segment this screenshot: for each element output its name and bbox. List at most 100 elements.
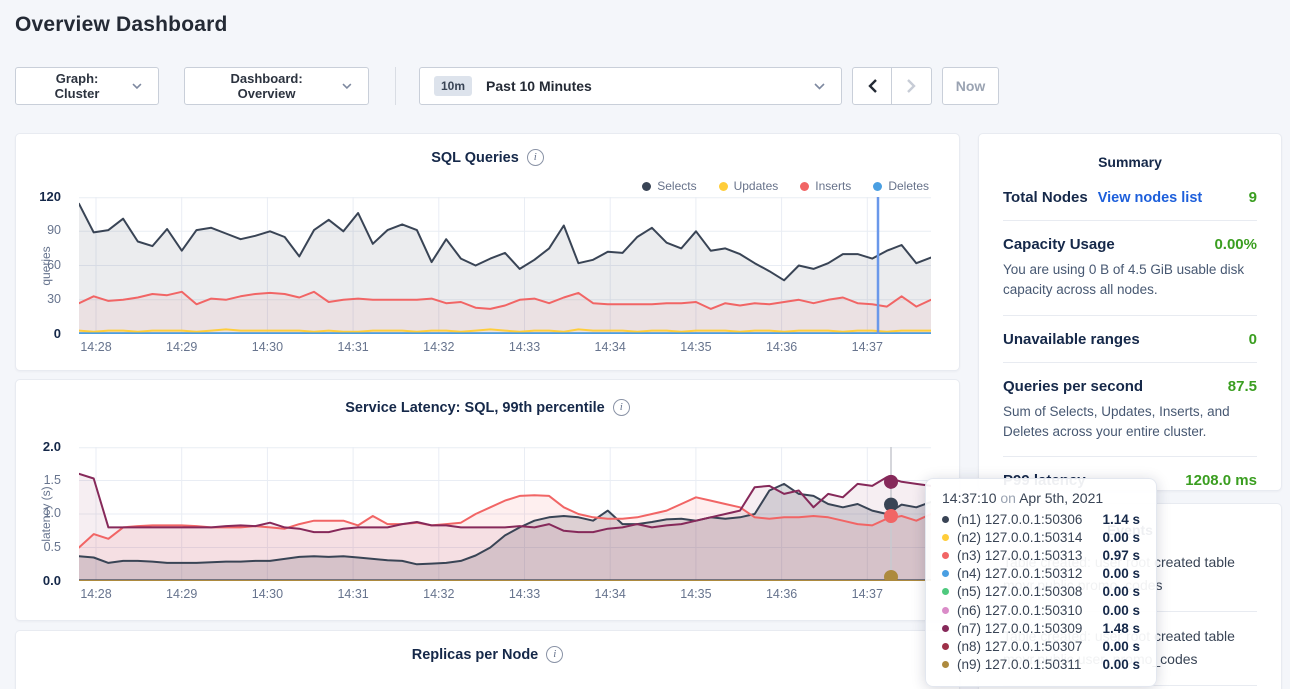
toolbar-divider (395, 67, 396, 105)
info-icon[interactable]: i (526, 149, 544, 166)
time-range-badge: 10m (434, 76, 473, 96)
series-color-dot (942, 624, 949, 632)
series-color-dot (942, 642, 949, 650)
x-tick-label: 14:35 (680, 587, 712, 601)
summary-value: 1208.0 ms (1185, 472, 1257, 489)
dashboard-dropdown-label: Dashboard: Overview (230, 71, 303, 101)
summary-value: 9 (1248, 189, 1257, 206)
legend-color-dot (800, 181, 810, 191)
x-tick-label: 14:28 (80, 587, 112, 601)
chart-title: Replicas per Node (411, 646, 539, 663)
summary-value: 0 (1248, 330, 1257, 348)
legend-label: Inserts (815, 179, 852, 193)
tooltip-node-row: (n9) 127.0.0.1:50311 0.00 s (942, 656, 1140, 674)
tooltip-node-row: (n2) 127.0.0.1:50314 0.00 s (942, 528, 1140, 546)
time-range-picker[interactable]: 10m Past 10 Minutes (419, 67, 842, 105)
time-nav-group (852, 67, 932, 105)
tooltip-node-row: (n6) 127.0.0.1:50310 0.00 s (942, 601, 1140, 619)
legend-item: Inserts (800, 179, 851, 193)
legend-color-dot (873, 181, 883, 191)
time-next-button[interactable] (892, 67, 932, 105)
node-latency-value: 1.48 s (1102, 620, 1140, 636)
x-tick-label: 14:34 (594, 587, 626, 601)
x-tick-label: 14:37 (851, 587, 883, 601)
y-tick-label: 2.0 (42, 439, 61, 454)
summary-row: Queries per second 87.5 Sum of Selects, Up… (1003, 363, 1257, 457)
y-tick-label: 30 (47, 291, 61, 306)
node-address: (n8) 127.0.0.1:50307 (957, 638, 1083, 654)
x-tick-label: 14:33 (508, 340, 541, 354)
now-button[interactable]: Now (942, 67, 999, 105)
legend-color-dot (718, 181, 728, 191)
dashboard-dropdown[interactable]: Dashboard: Overview (184, 67, 369, 105)
node-address: (n7) 127.0.0.1:50309 (957, 620, 1083, 636)
chevron-right-icon (907, 79, 916, 93)
y-tick-label: 120 (39, 189, 61, 204)
y-tick-label: 0 (53, 326, 61, 341)
service-latency-panel: Service Latency: SQL, 99th percentile i … (15, 379, 960, 621)
graph-dropdown-label: Graph: Cluster (54, 71, 100, 101)
chevron-down-icon (132, 83, 142, 89)
tooltip-node-row: (n3) 127.0.0.1:50313 0.97 s (942, 546, 1140, 564)
tooltip-node-row: (n5) 127.0.0.1:50308 0.00 s (942, 583, 1140, 601)
y-axis-ticks: 0 30 60 90 120 (16, 189, 71, 341)
time-prev-button[interactable] (852, 67, 892, 105)
chart-tooltip: 14:37:10 on Apr 5th, 2021 (n1) 127.0.0.1… (925, 478, 1157, 687)
info-icon[interactable]: i (546, 646, 564, 663)
summary-description: You are using 0 B of 4.5 GiB usable disk… (1003, 262, 1245, 298)
node-latency-value: 1.14 s (1102, 511, 1140, 527)
chart-plot-area[interactable] (78, 447, 932, 584)
tooltip-node-row: (n1) 127.0.0.1:50306 1.14 s (942, 510, 1140, 528)
node-latency-value: 0.00 s (1102, 638, 1140, 654)
summary-description: Sum of Selects, Updates, Inserts, and De… (1003, 403, 1230, 439)
x-tick-label: 14:36 (765, 587, 798, 601)
x-tick-label: 14:34 (594, 340, 626, 354)
x-tick-label: 14:29 (166, 587, 198, 601)
node-latency-value: 0.00 s (1102, 529, 1140, 545)
summary-row: Capacity Usage 0.00% You are using 0 B of … (1003, 221, 1257, 316)
view-nodes-list-link[interactable]: View nodes list (1097, 190, 1203, 206)
summary-row: Unavailable ranges 0 (1003, 316, 1257, 363)
chart-plot-area[interactable] (78, 197, 932, 335)
node-address: (n3) 127.0.0.1:50313 (957, 547, 1083, 563)
node-address: (n1) 127.0.0.1:50306 (957, 511, 1083, 527)
legend-item: Selects (642, 179, 697, 193)
series-color-dot (942, 551, 949, 559)
series-color-dot (942, 515, 949, 523)
series-color-dot (942, 533, 949, 541)
tooltip-node-row: (n7) 127.0.0.1:50309 1.48 s (942, 619, 1140, 637)
y-tick-label: 1.0 (43, 506, 61, 520)
summary-row: Total Nodes View nodes list 9 (1003, 174, 1257, 221)
chart-title: Service Latency: SQL, 99th percentile (345, 399, 605, 416)
tooltip-timestamp: 14:37:10 on Apr 5th, 2021 (942, 490, 1104, 506)
x-tick-label: 14:35 (680, 340, 712, 354)
node-address: (n4) 127.0.0.1:50312 (957, 566, 1083, 582)
x-tick-label: 14:30 (251, 587, 284, 601)
legend-label: Updates (733, 179, 779, 193)
x-tick-label: 14:32 (423, 587, 455, 601)
x-tick-label: 14:30 (251, 340, 284, 354)
series-color-dot (942, 588, 949, 596)
node-latency-value: 0.00 s (1102, 566, 1140, 582)
x-tick-label: 14:33 (508, 587, 541, 601)
series-color-dot (942, 606, 949, 614)
node-address: (n5) 127.0.0.1:50308 (957, 584, 1083, 600)
chart-title: SQL Queries (431, 149, 519, 166)
node-address: (n6) 127.0.0.1:50310 (957, 602, 1083, 618)
node-address: (n2) 127.0.0.1:50314 (957, 529, 1083, 545)
x-tick-label: 14:29 (166, 340, 198, 354)
summary-label: Total Nodes (1003, 189, 1088, 206)
time-range-label: Past 10 Minutes (486, 78, 592, 94)
node-latency-value: 0.00 s (1102, 602, 1140, 618)
info-icon[interactable]: i (612, 399, 630, 416)
x-tick-label: 14:31 (337, 587, 369, 601)
graph-dropdown[interactable]: Graph: Cluster (15, 67, 159, 105)
x-tick-label: 14:37 (851, 340, 883, 354)
summary-value: 0.00% (1214, 236, 1257, 253)
node-latency-value: 0.00 s (1102, 584, 1140, 600)
y-tick-label: 1.5 (43, 472, 61, 487)
legend-label: Selects (657, 179, 697, 193)
summary-value: 87.5 (1227, 377, 1257, 395)
legend-label: Deletes (888, 179, 929, 193)
